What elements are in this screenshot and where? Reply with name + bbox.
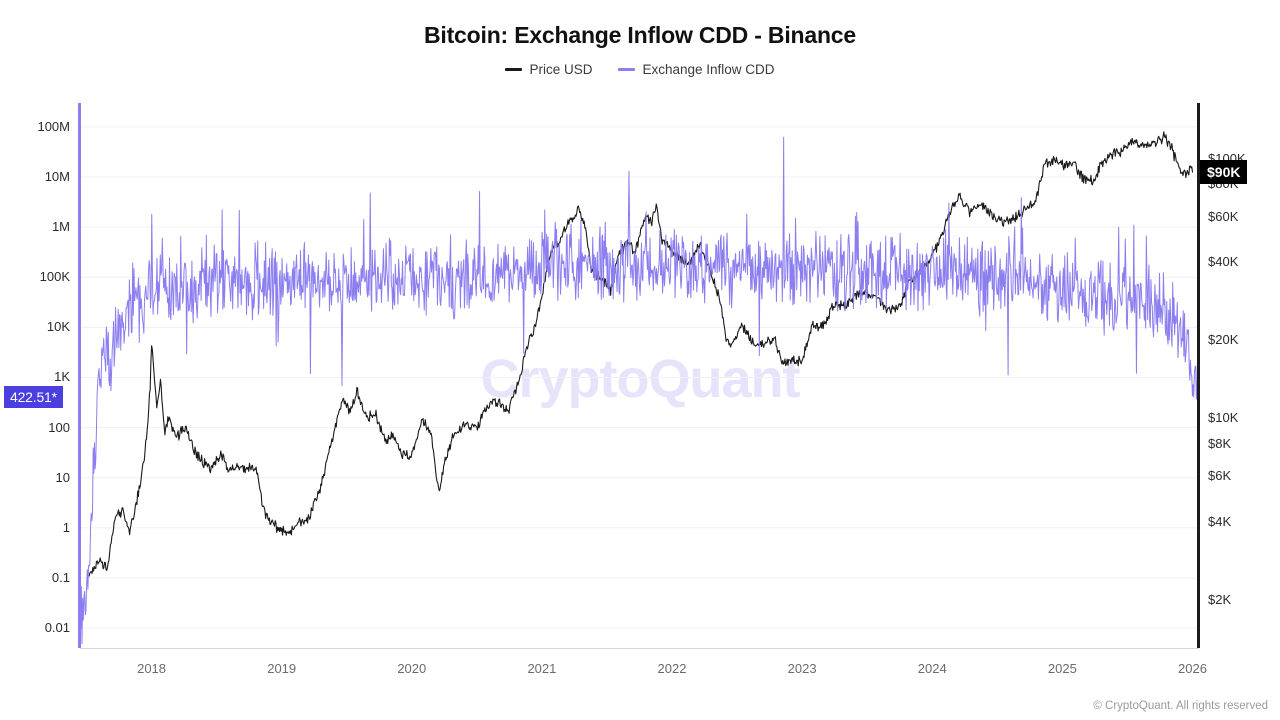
legend-item-exchange-inflow-cdd[interactable]: Exchange Inflow CDD [618,62,775,77]
copyright-credit: © CryptoQuant. All rights reserved [1093,700,1268,712]
legend-swatch-icon [505,68,523,71]
right-tick-label: $40K [1208,254,1239,270]
x-tick-label: 2022 [657,661,687,676]
left-tick-label: 0.01 [44,620,70,636]
left-tick-label: 10 [55,469,70,485]
series-path [80,136,1199,645]
x-tick-label: 2025 [1047,661,1077,676]
plot-area [80,103,1199,648]
left-tick-label: 10M [44,169,70,185]
right-tick-label: $4K [1208,513,1232,529]
right-tick-label: $10K [1208,410,1239,426]
chart-legend: Price USD Exchange Inflow CDD [0,62,1280,77]
plot-svg [80,126,1199,645]
right-tick-label: $20K [1208,332,1239,348]
legend-label: Price USD [529,62,593,77]
left-tick-label: 100 [48,419,70,435]
right-tick-label: $8K [1208,435,1232,451]
x-tick-label: 2021 [527,661,557,676]
left-tick-label: 1 [62,519,70,535]
left-tick-label: 0.1 [51,569,70,585]
series-layer [80,131,1199,645]
right-tick-label: $60K [1208,208,1239,224]
page-title: Bitcoin: Exchange Inflow CDD - Binance [424,22,856,48]
x-tick-label: 2024 [917,661,947,676]
x-tick-label: 2026 [1178,661,1207,676]
x-tick-label: 2019 [267,661,297,676]
legend-swatch-icon [618,68,636,71]
left-tick-label: 10K [46,319,70,335]
legend-label: Exchange Inflow CDD [642,62,775,77]
x-tick-label: 2020 [397,661,427,676]
bottom-axis-line [80,648,1199,649]
left-tick-label: 100K [39,269,70,285]
right-tick-label: $2K [1208,591,1232,607]
series-path [88,131,1194,577]
left-tick-label: 1M [51,219,70,235]
left-axis-line [78,103,81,648]
right-tick-label: $6K [1208,467,1232,483]
left-axis-value-badge: 422.51* [4,386,63,409]
right-axis-value-badge: $90K [1200,160,1248,185]
left-tick-label: 100M [37,118,70,134]
left-tick-label: 1K [54,369,70,385]
x-tick-label: 2023 [787,661,817,676]
gridlines [80,126,1199,629]
x-tick-label: 2018 [137,661,167,676]
right-axis-line [1197,103,1200,648]
legend-item-price-usd[interactable]: Price USD [505,62,592,77]
